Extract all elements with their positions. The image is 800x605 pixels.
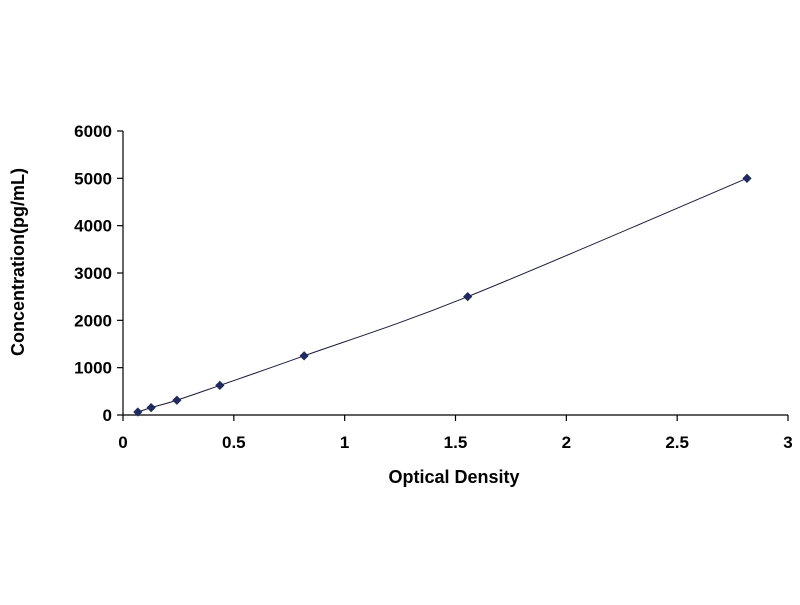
- data-point: [742, 173, 752, 183]
- x-tick-label: 0.5: [222, 433, 246, 452]
- data-point: [146, 402, 156, 413]
- fit-curve: [137, 177, 748, 413]
- y-tick-label: 5000: [74, 169, 112, 188]
- x-tick-label: 3: [783, 433, 792, 452]
- data-point: [172, 395, 182, 405]
- y-tick-label: 4000: [74, 217, 112, 236]
- x-axis-title: Optical Density: [388, 467, 519, 487]
- x-tick-label: 0: [118, 433, 127, 452]
- x-tick-label: 2: [562, 433, 571, 452]
- axes: [117, 130, 789, 421]
- data-point: [299, 351, 309, 361]
- y-tick-label: 6000: [74, 122, 112, 141]
- data-point: [463, 292, 473, 302]
- data-points: [133, 173, 752, 417]
- fit-curve-group: [137, 177, 748, 413]
- axis-labels: 0 1000 2000 3000 4000 5000 6000 0 0.5 1 1.5 2 2.5 3: [74, 122, 793, 452]
- y-axis-title: Concentration(pg/mL): [8, 168, 28, 356]
- y-tick-label: 0: [103, 406, 112, 425]
- data-point: [215, 380, 225, 391]
- y-tick-label: 1000: [74, 359, 112, 378]
- x-tick-label: 1: [340, 433, 349, 452]
- x-tick-label: 1.5: [444, 433, 468, 452]
- data-point: [133, 407, 143, 417]
- y-tick-label: 2000: [74, 311, 112, 330]
- x-tick-label: 2.5: [665, 433, 689, 452]
- y-tick-label: 3000: [74, 264, 112, 283]
